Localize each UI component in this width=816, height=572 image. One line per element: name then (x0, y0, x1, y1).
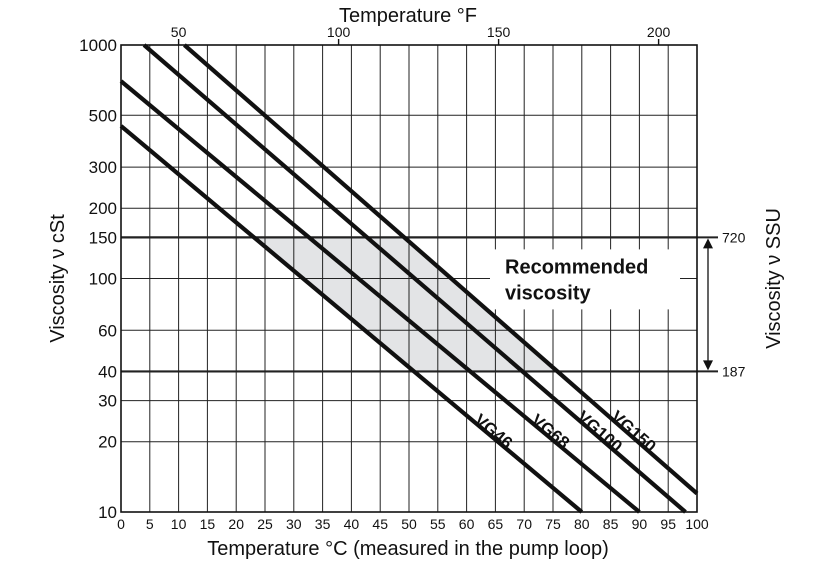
celsius-tick-label: 80 (574, 516, 590, 532)
series-line-vg100 (142, 43, 687, 514)
celsius-tick-label: 50 (401, 516, 417, 532)
series-label-vg68: VG68 (528, 410, 574, 452)
celsius-tick-label: 85 (603, 516, 619, 532)
fahrenheit-tick-label: 50 (171, 24, 187, 40)
cst-tick-label: 30 (98, 392, 117, 411)
plot-frame (120, 44, 698, 513)
celsius-tick-label: 20 (228, 516, 244, 532)
annotation-background (490, 249, 680, 310)
celsius-tick-label: 10 (171, 516, 187, 532)
recommended-label-line2: viscosity (505, 282, 591, 304)
cst-tick-label: 150 (89, 228, 117, 247)
celsius-tick-label: 40 (344, 516, 360, 532)
celsius-tick-label: 100 (685, 516, 709, 532)
ssu-tick-label: 720 (722, 229, 746, 245)
celsius-tick-label: 35 (315, 516, 331, 532)
cst-tick-label: 40 (98, 362, 117, 381)
fahrenheit-tick-label: 100 (327, 24, 351, 40)
celsius-tick-label: 5 (146, 516, 154, 532)
celsius-tick-label: 75 (545, 516, 561, 532)
celsius-tick-label: 30 (286, 516, 302, 532)
celsius-tick-label: 70 (516, 516, 532, 532)
cst-tick-label: 60 (98, 321, 117, 340)
celsius-tick-label: 0 (117, 516, 125, 532)
cst-tick-label: 20 (98, 433, 117, 452)
cst-tick-label: 500 (89, 106, 117, 125)
cst-tick-label: 1000 (79, 36, 117, 55)
series-line-vg150 (182, 43, 699, 496)
ssu-tick-label: 187 (722, 363, 746, 379)
series-line-vg46 (119, 124, 584, 514)
cst-tick-label: 200 (89, 199, 117, 218)
cst-tick-label: 10 (98, 503, 117, 522)
cst-tick-label: 300 (89, 158, 117, 177)
fahrenheit-tick-label: 150 (487, 24, 511, 40)
recommended-label-line1: Recommended (505, 256, 648, 278)
arrow-down-icon (703, 360, 713, 371)
y2-axis-title: Viscosity ν SSU (763, 208, 785, 349)
celsius-tick-label: 60 (459, 516, 475, 532)
x-axis-title: Temperature °C (measured in the pump loo… (207, 538, 609, 560)
celsius-tick-label: 95 (660, 516, 676, 532)
series-label-vg46: VG46 (471, 410, 517, 452)
fahrenheit-tick-label: 200 (647, 24, 671, 40)
celsius-tick-label: 15 (200, 516, 216, 532)
celsius-tick-label: 45 (372, 516, 388, 532)
celsius-tick-label: 65 (488, 516, 504, 532)
cst-tick-label: 100 (89, 270, 117, 289)
y-axis-title: Viscosity ν cSt (47, 214, 69, 343)
celsius-tick-label: 90 (632, 516, 648, 532)
celsius-tick-label: 25 (257, 516, 273, 532)
series-line-vg68 (119, 79, 641, 514)
x2-axis-title: Temperature °F (339, 5, 477, 27)
celsius-tick-label: 55 (430, 516, 446, 532)
arrow-up-icon (703, 238, 713, 249)
